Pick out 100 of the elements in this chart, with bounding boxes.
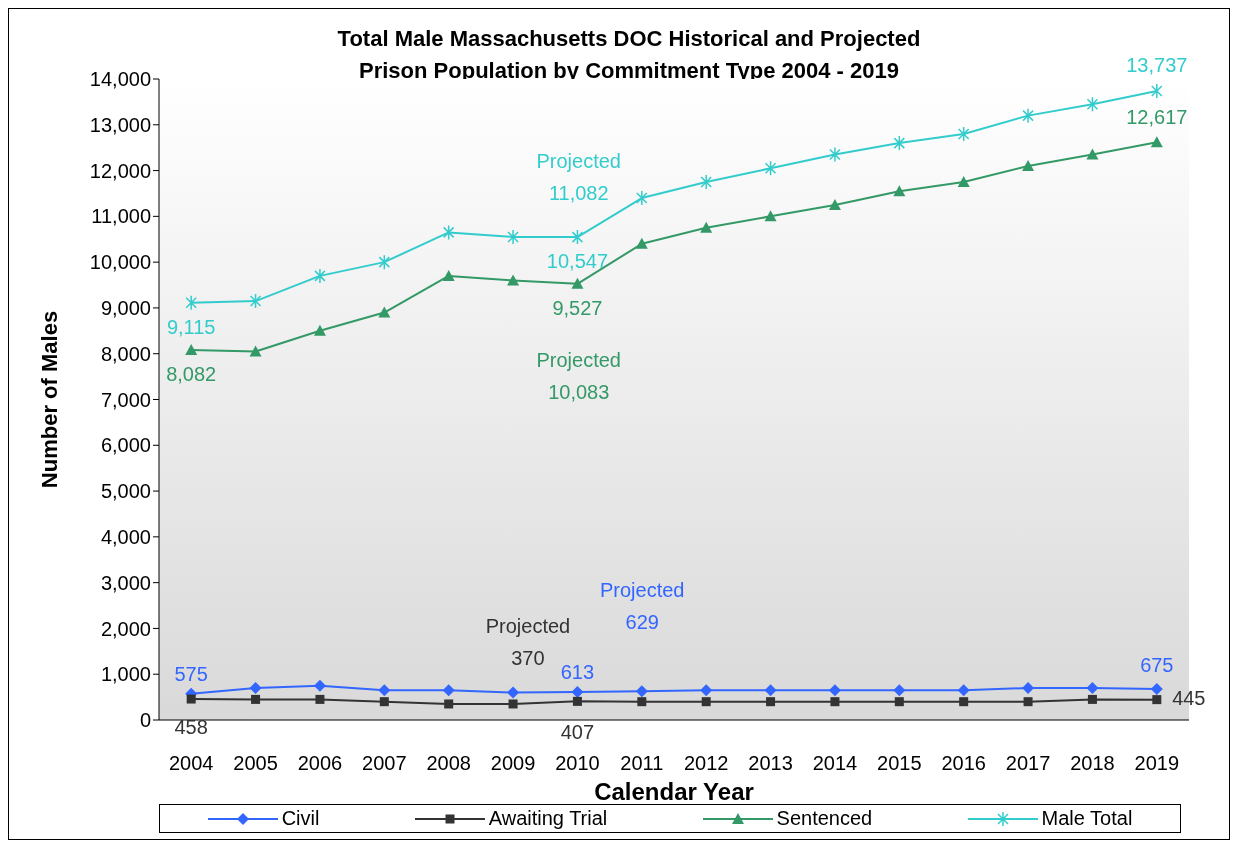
x-axis-title: Calendar Year <box>594 778 754 805</box>
x-tick-label: 2004 <box>168 752 214 775</box>
y-tick-label: 11,000 <box>91 205 151 228</box>
point <box>957 176 970 188</box>
point <box>894 697 904 707</box>
point <box>313 679 326 692</box>
point <box>829 146 841 163</box>
point <box>637 697 647 707</box>
point <box>571 685 584 698</box>
point <box>1087 694 1097 704</box>
point <box>959 697 969 707</box>
point <box>957 126 970 142</box>
point <box>508 699 518 709</box>
point <box>635 237 648 249</box>
point <box>249 293 262 309</box>
point <box>828 684 841 697</box>
legend-label: Sentenced <box>776 807 873 830</box>
point <box>1151 83 1163 99</box>
point <box>185 294 197 311</box>
x-tick-label: 2013 <box>748 752 793 775</box>
data-label: 10,547 <box>546 250 609 273</box>
legend-label: Civil <box>281 807 320 830</box>
point <box>700 221 713 233</box>
data-label: 575 <box>174 662 208 685</box>
point <box>442 269 455 281</box>
annotation: Projected 629 <box>600 579 685 634</box>
point <box>701 697 711 707</box>
x-tick-label: 2008 <box>426 752 471 775</box>
y-tick-label: 5,000 <box>100 480 151 503</box>
y-axis-title: Number of Males <box>36 310 62 489</box>
data-label: 458 <box>174 716 208 739</box>
y-tick-label: 12,000 <box>89 159 151 182</box>
x-tick-label: 2007 <box>362 752 407 775</box>
point <box>571 277 584 289</box>
x-tick-label: 2016 <box>941 752 986 775</box>
point <box>249 345 262 357</box>
point <box>186 694 196 704</box>
legend-label: Male Total <box>1041 807 1133 830</box>
y-tick-label: 3,000 <box>100 571 151 594</box>
point <box>893 185 906 197</box>
point <box>1150 136 1163 148</box>
point <box>828 198 841 210</box>
legend-label: Awaiting Trial <box>488 807 608 830</box>
y-tick-label: 14,000 <box>89 68 151 91</box>
point <box>957 684 970 697</box>
y-tick-label: 10,000 <box>89 251 151 274</box>
x-tick-label: 2011 <box>620 752 664 775</box>
point <box>1150 683 1163 696</box>
point <box>507 686 520 699</box>
point <box>893 135 906 151</box>
point <box>442 684 455 697</box>
point <box>249 681 262 694</box>
point <box>185 343 198 355</box>
data-label: 445 <box>1172 686 1206 709</box>
data-label: 675 <box>1140 654 1174 677</box>
x-tick-label: 2012 <box>683 752 729 775</box>
point <box>571 229 584 245</box>
y-tick-label: 1,000 <box>100 663 151 686</box>
point <box>700 684 713 697</box>
point <box>378 306 391 318</box>
point <box>379 697 389 707</box>
point <box>766 697 776 707</box>
point <box>1022 159 1035 171</box>
x-tick-label: 2010 <box>555 752 600 775</box>
point <box>1023 697 1033 707</box>
point <box>251 694 261 704</box>
point <box>572 696 582 706</box>
point <box>378 684 391 697</box>
annotation: Projected 10,083 <box>536 348 621 403</box>
point <box>1086 148 1099 160</box>
y-tick-label: 6,000 <box>100 434 151 457</box>
data-label: 13,737 <box>1126 54 1188 77</box>
y-tick-label: 9,000 <box>100 297 151 320</box>
point <box>636 190 648 206</box>
x-tick-label: 2009 <box>490 752 536 775</box>
annotation: Projected 11,082 <box>536 150 621 205</box>
y-tick-label: 2,000 <box>100 617 151 640</box>
y-tick-label: 0 <box>139 709 151 732</box>
y-tick-label: 8,000 <box>100 342 151 365</box>
y-tick-label: 13,000 <box>89 113 151 136</box>
x-tick-label: 2017 <box>1005 752 1051 775</box>
data-label: 12,617 <box>1126 105 1188 128</box>
point <box>635 685 648 698</box>
data-label: 9,115 <box>166 315 216 338</box>
point <box>442 224 455 241</box>
point <box>764 160 777 177</box>
point <box>378 254 391 270</box>
point <box>314 268 326 284</box>
x-tick-label: 2014 <box>812 752 858 775</box>
point <box>315 694 325 704</box>
point <box>444 699 454 709</box>
point <box>764 210 777 222</box>
point <box>830 697 840 707</box>
data-label: 407 <box>560 720 595 743</box>
point <box>313 324 326 336</box>
point <box>1022 107 1034 124</box>
point <box>1152 695 1162 705</box>
x-tick-label: 2019 <box>1134 752 1180 775</box>
point <box>1086 96 1099 112</box>
point <box>700 174 712 190</box>
